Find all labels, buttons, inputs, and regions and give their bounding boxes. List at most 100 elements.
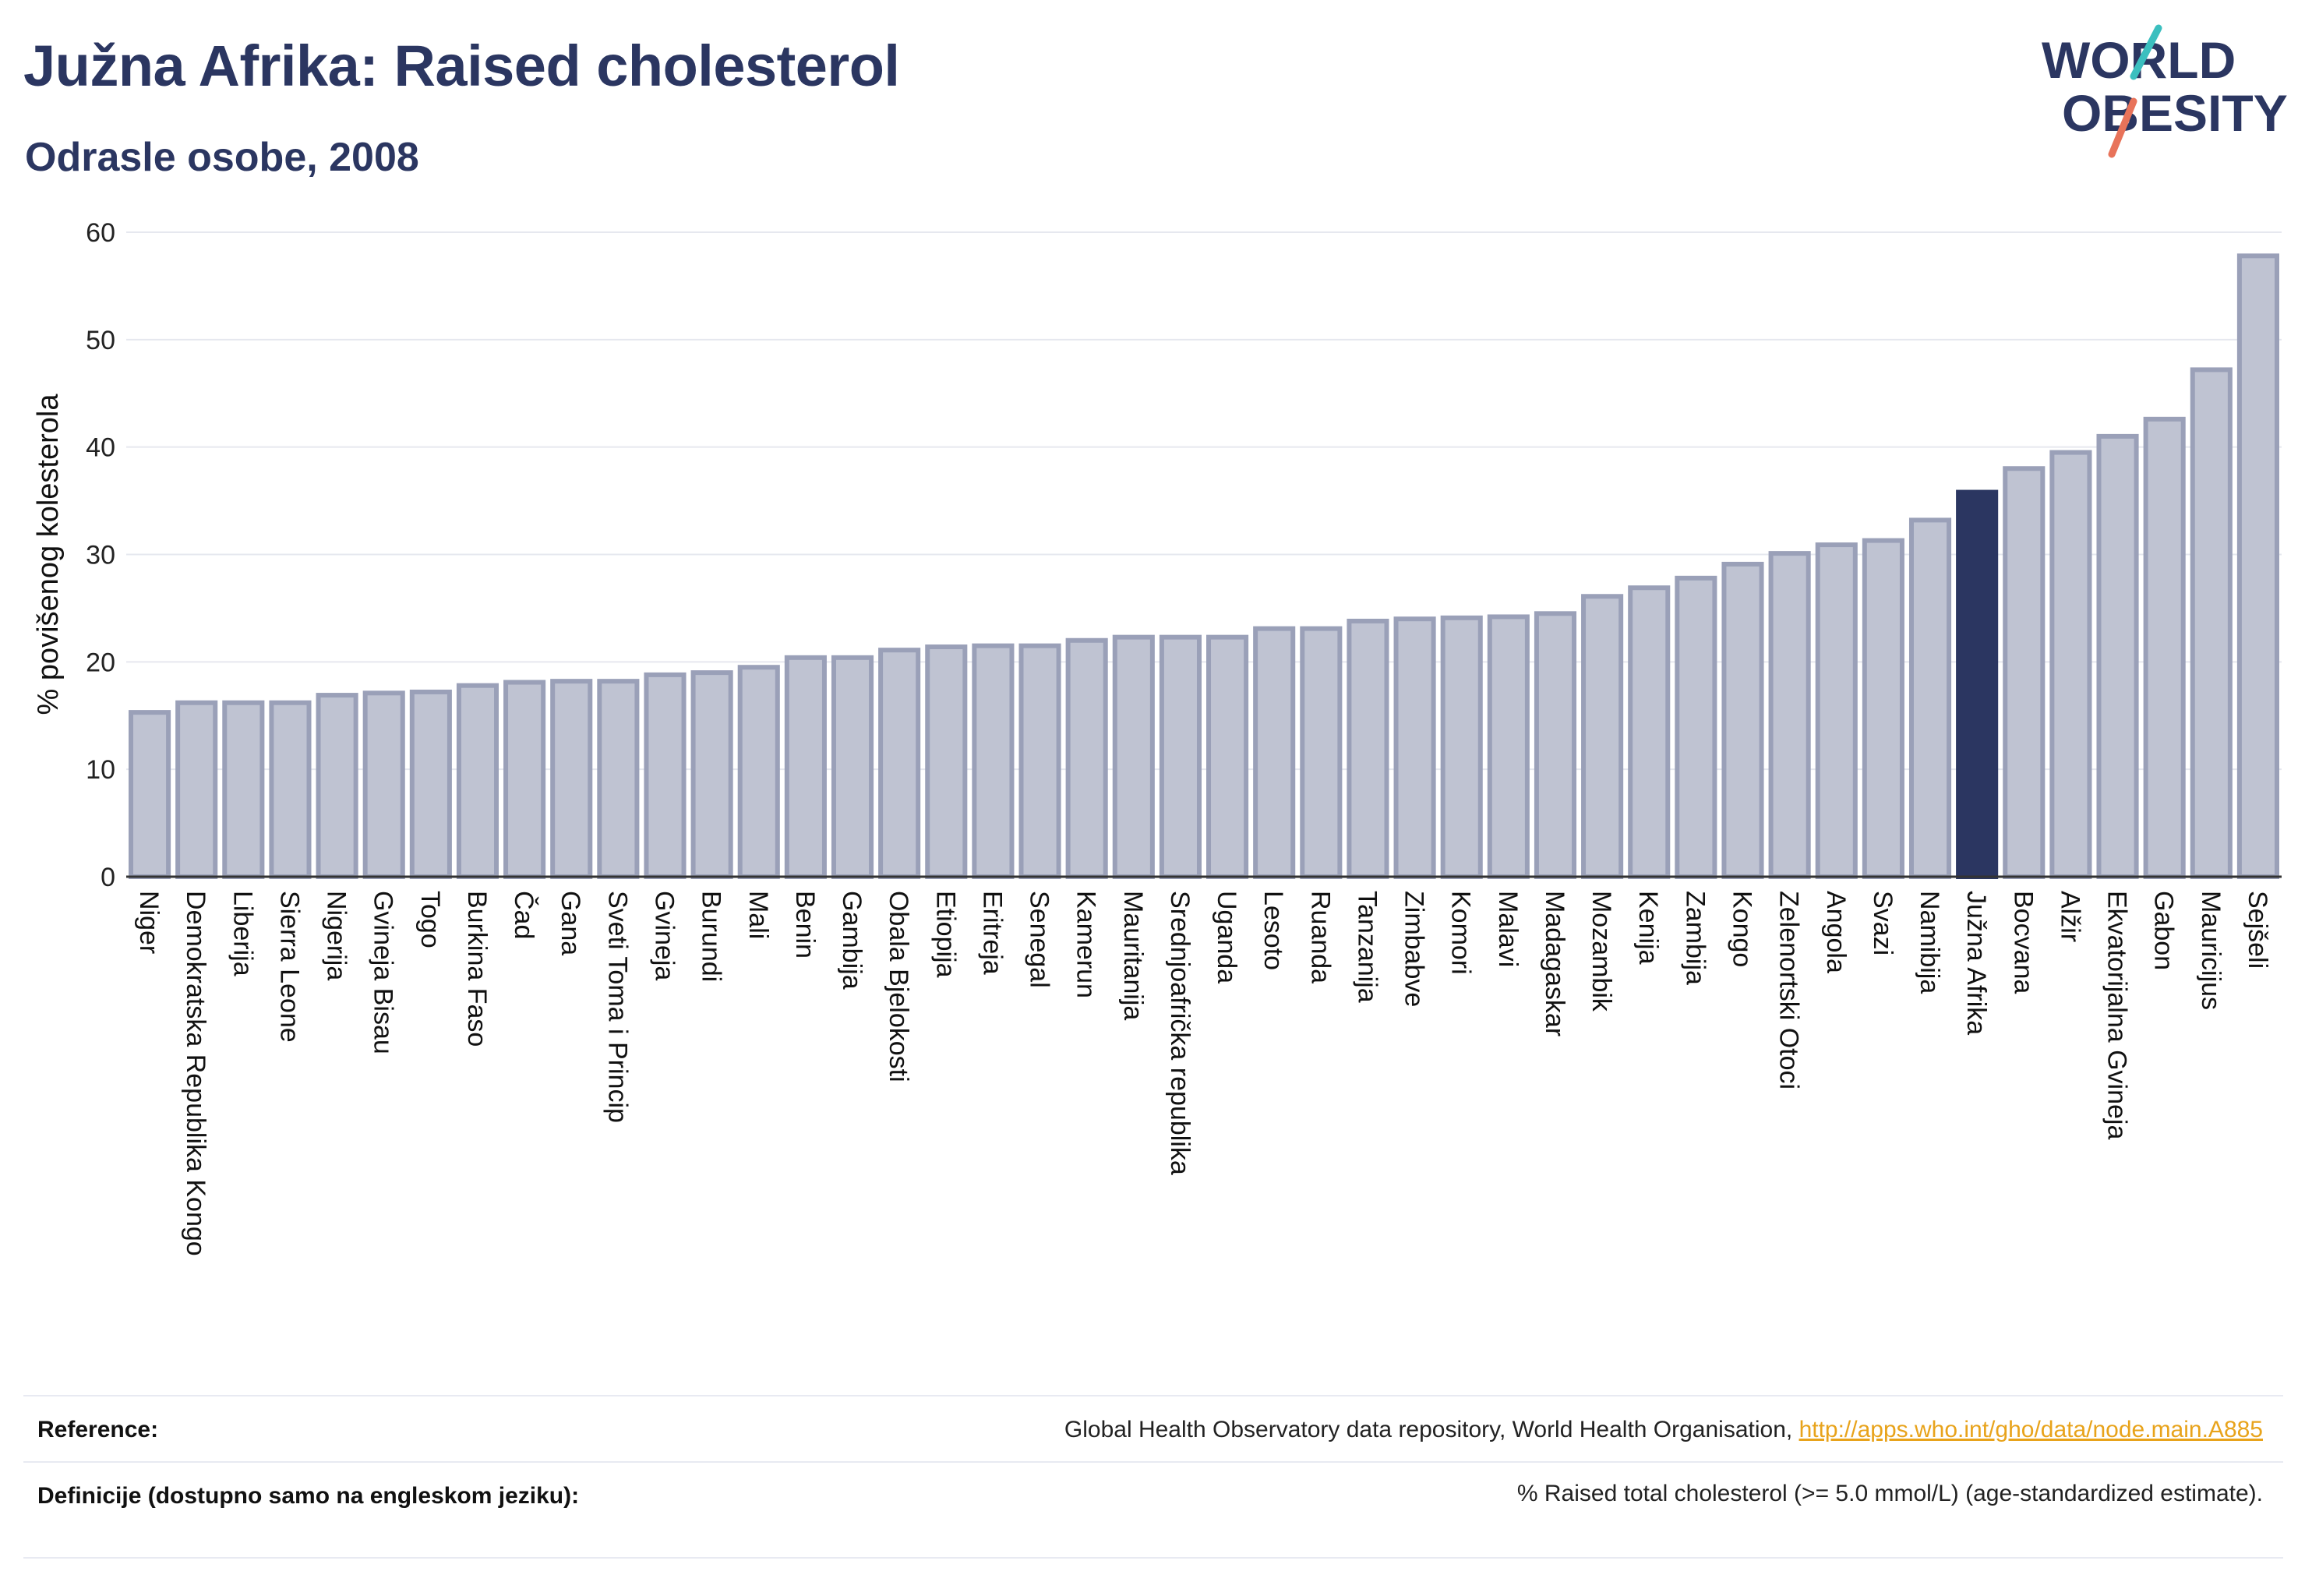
x-tick-label: Tanzanija: [1352, 891, 1382, 1003]
y-tick-label: 10: [86, 755, 115, 785]
bar: [1440, 615, 1483, 879]
y-tick-label: 30: [86, 541, 115, 570]
y-tick-label: 60: [86, 218, 115, 248]
x-tick-label: Kamerun: [1071, 891, 1101, 998]
x-tick-label: Madagaskar: [1540, 891, 1569, 1036]
bar: [972, 643, 1015, 879]
footer-divider-top: [23, 1395, 2283, 1396]
bar: [409, 689, 452, 880]
bar: [597, 679, 640, 879]
x-tick-label: Angola: [1821, 891, 1851, 973]
x-tick-label: Mali: [743, 891, 773, 939]
y-tick-label: 40: [86, 433, 115, 463]
reference-value: Global Health Observatory data repositor…: [1064, 1417, 2263, 1443]
x-tick-label: Liberija: [228, 891, 257, 976]
x-tick-label: Mozambik: [1587, 891, 1616, 1012]
x-tick-label: Zimbabve: [1400, 891, 1429, 1007]
bar: [1253, 626, 1296, 879]
definition-value: % Raised total cholesterol (>= 5.0 mmol/…: [1516, 1481, 2263, 1506]
bar: [831, 655, 874, 879]
bar-chart: 0 10 20 30 40 50 60 Niger Demokratska Republika…: [32, 218, 2282, 1256]
x-tick-label: Sejšeli: [2243, 891, 2272, 969]
bar: [2049, 450, 2092, 879]
bar: [550, 679, 593, 879]
x-tick-label: Mauritanija: [1118, 891, 1148, 1020]
bar: [1300, 626, 1343, 879]
x-tick-label: Benin: [790, 891, 820, 959]
reference-text: Global Health Observatory data repositor…: [1064, 1417, 1799, 1442]
bar: [784, 655, 827, 879]
bar: [1675, 575, 1717, 879]
bar: [690, 670, 733, 879]
x-tick-label: Južna Afrika: [1961, 891, 1991, 1035]
x-tick-label: Gambija: [837, 891, 867, 990]
bar: [2003, 466, 2046, 879]
logo-slash-coral: [2108, 97, 2137, 158]
bar: [316, 693, 358, 879]
definition-row: Definicije (dostupno samo na engleskom j…: [23, 1481, 2283, 1551]
x-tick-label: Etiopija: [930, 891, 960, 978]
x-tick-label: Zambija: [1680, 891, 1710, 985]
bar: [2096, 433, 2139, 879]
x-tick-label: Gvineja: [650, 891, 679, 980]
world-obesity-logo: WORLD OBESITY: [2042, 24, 2288, 158]
bar: [1206, 634, 1249, 879]
bar-highlighted: [1956, 489, 1999, 879]
x-tick-label: Mauricijus: [2196, 891, 2226, 1010]
bar: [1862, 538, 1904, 879]
reference-label: Reference:: [37, 1417, 159, 1442]
y-tick-label: 0: [101, 863, 115, 892]
bar: [503, 680, 546, 879]
bar: [1721, 561, 1764, 880]
x-tick-label: Alžir: [2055, 891, 2084, 942]
bar: [1768, 551, 1811, 879]
bar: [362, 690, 405, 879]
bar: [129, 710, 171, 879]
bar: [1159, 634, 1202, 879]
bar: [1347, 618, 1389, 879]
bar: [644, 672, 687, 880]
bar: [878, 648, 921, 880]
x-tick-label: Kenija: [1633, 891, 1663, 965]
bar: [222, 700, 265, 880]
bar: [737, 665, 780, 879]
bar: [269, 700, 312, 880]
bar: [1487, 614, 1530, 880]
bar: [1581, 594, 1624, 879]
bar: [1393, 616, 1436, 879]
y-tick-label: 50: [86, 326, 115, 355]
x-tick-label: Ekvatorijalna Gvineja: [2102, 891, 2132, 1139]
x-tick-label: Svazi: [1868, 891, 1897, 955]
x-tick-label: Eritreja: [977, 891, 1007, 975]
bar: [1112, 634, 1155, 879]
definition-label: Definicije (dostupno samo na engleskom j…: [37, 1483, 580, 1509]
bar: [1065, 637, 1108, 879]
x-tick-label: Bocvana: [2008, 891, 2038, 994]
x-tick-label: Lesoto: [1258, 891, 1288, 970]
x-axis-labels: Niger Demokratska Republika Kongo Liberija…: [134, 891, 2272, 1256]
x-tick-label: Kongo: [1728, 891, 1757, 967]
x-tick-label: Srednjoafrička republika: [1165, 891, 1195, 1175]
bars: [129, 253, 2279, 880]
bar: [925, 644, 968, 880]
bar: [1628, 585, 1671, 879]
bar: [175, 700, 218, 880]
x-tick-label: Čad: [509, 891, 538, 939]
x-tick-label: Sveti Toma i Princip: [602, 891, 632, 1123]
x-tick-label: Ruanda: [1305, 891, 1335, 983]
bar: [2236, 253, 2279, 880]
x-tick-label: Sierra Leone: [274, 891, 304, 1043]
bar: [456, 683, 499, 880]
x-tick-label: Gana: [556, 891, 585, 955]
x-tick-label: Malavi: [1493, 891, 1523, 967]
reference-link[interactable]: http://apps.who.int/gho/data/node.main.A…: [1798, 1417, 2263, 1442]
reference-row: Reference: Global Health Observatory dat…: [23, 1417, 2283, 1456]
x-tick-label: Demokratska Republika Kongo: [181, 891, 210, 1256]
x-tick-label: Namibija: [1915, 891, 1944, 994]
x-tick-label: Senegal: [1025, 891, 1054, 988]
logo-line-2: OBESITY: [2062, 84, 2288, 142]
footer-divider-middle: [23, 1461, 2283, 1463]
x-tick-label: Zelenortski Otoci: [1774, 891, 1804, 1089]
x-tick-label: Burundi: [697, 891, 726, 982]
bar: [2143, 416, 2186, 879]
